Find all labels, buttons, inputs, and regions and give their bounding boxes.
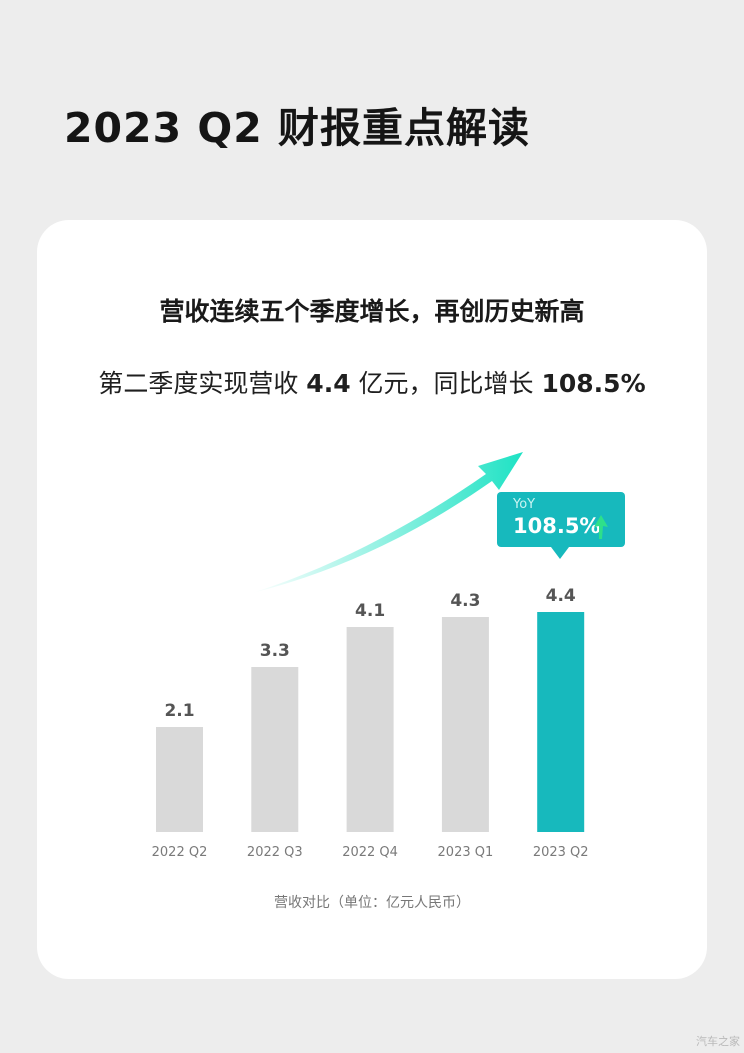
- page-title: 2023 Q2 财报重点解读: [64, 104, 531, 152]
- bar-2022-q3: [251, 667, 299, 832]
- bar-value-label: 4.4: [546, 586, 576, 606]
- yoy-value: 108.5%: [513, 514, 601, 538]
- bar-2022-q4: [346, 627, 394, 832]
- bar-value-label: 2.1: [164, 701, 194, 721]
- x-tick-label: 2022 Q4: [342, 845, 398, 860]
- x-tick-label: 2023 Q1: [438, 845, 494, 860]
- x-tick-label: 2023 Q2: [533, 845, 589, 860]
- bar-value-label: 3.3: [260, 641, 290, 661]
- bar-2023-q1: [441, 617, 489, 832]
- bar-2022-q2: [156, 727, 203, 832]
- growth-trend-arrow: [252, 452, 523, 593]
- x-tick-label: 2022 Q2: [152, 845, 208, 860]
- bar-value-label: 4.1: [355, 601, 385, 621]
- up-arrow-icon: [594, 515, 608, 539]
- bar-value-label: 4.3: [450, 591, 480, 611]
- chart-caption: 营收对比（单位：亿元人民币）: [274, 895, 470, 911]
- chart-subline: 第二季度实现营收 4.4 亿元，同比增长 108.5%: [0, 364, 744, 404]
- subline-growth: 108.5%: [541, 369, 646, 398]
- subline-middle: 亿元，同比增长: [350, 369, 542, 398]
- watermark: 汽车之家: [696, 1035, 740, 1048]
- chart-headline: 营收连续五个季度增长，再创历史新高: [159, 297, 585, 326]
- yoy-label: YoY: [513, 497, 536, 512]
- chart-card: [37, 220, 707, 979]
- yoy-callout: YoY 108.5%: [497, 492, 625, 559]
- x-tick-label: 2022 Q3: [247, 845, 303, 860]
- bar-2023-q2: [537, 612, 585, 832]
- subline-prefix: 第二季度实现营收: [98, 369, 307, 398]
- subline-revenue: 4.4: [306, 369, 351, 398]
